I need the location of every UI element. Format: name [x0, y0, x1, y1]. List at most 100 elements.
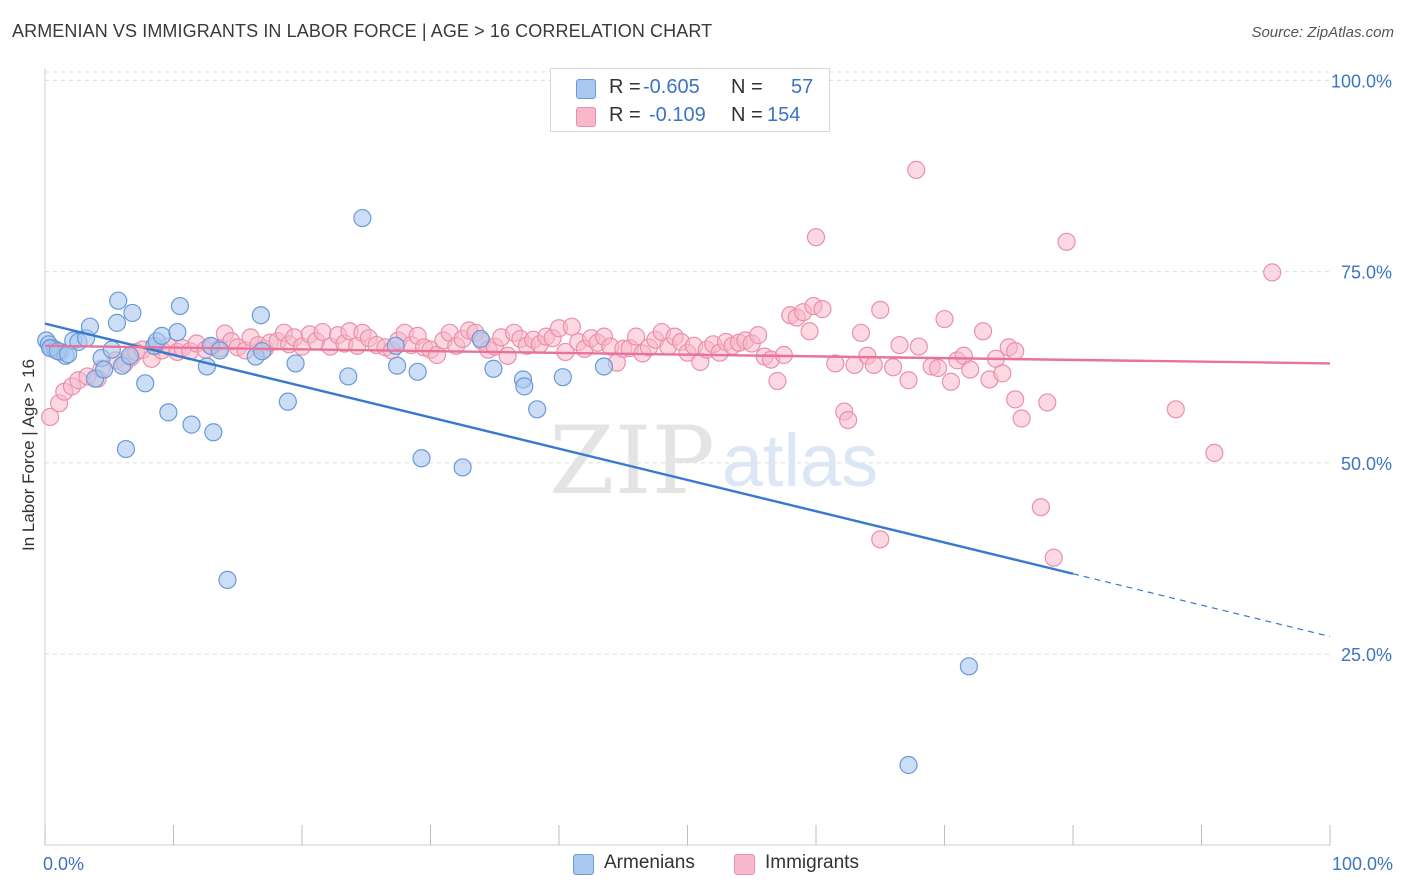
immigrants-point: [883, 358, 903, 377]
armenians-point: [484, 359, 503, 378]
immigrants-point: [41, 407, 60, 427]
armenians-r-value: -0.605: [643, 76, 700, 98]
immigrants-point: [993, 364, 1012, 383]
armenians-point: [116, 439, 136, 459]
chart-title: ARMENIAN VS IMMIGRANTS IN LABOR FORCE | …: [12, 21, 713, 41]
immigrants-point: [826, 354, 845, 373]
immigrants-point: [1057, 232, 1076, 251]
armenians-point: [210, 341, 229, 360]
armenians-point: [515, 377, 534, 396]
armenians-swatch: [576, 79, 596, 99]
armenians-points: [37, 208, 979, 775]
armenians-point: [182, 415, 201, 434]
immigrants-point: [1044, 548, 1063, 567]
y-axis-title: In Labor Force | Age > 16: [19, 359, 38, 551]
x-tick-label-max: 100.0%: [1332, 854, 1393, 874]
immigrants-point: [935, 309, 954, 329]
immigrants-n-label: N =: [731, 104, 763, 126]
immigrants-point: [800, 322, 819, 341]
gridlines: [45, 71, 1330, 655]
immigrants-legend-swatch: [734, 854, 755, 875]
trend-lines: [44, 322, 1331, 638]
immigrants-point: [562, 317, 581, 336]
armenians-point: [899, 755, 918, 775]
armenians-n-value: 57: [791, 76, 814, 98]
immigrants-point: [1006, 390, 1025, 409]
armenians-point: [123, 303, 142, 323]
armenians-point: [109, 291, 128, 310]
immigrants-point: [899, 371, 918, 390]
armenians-point: [253, 342, 272, 361]
armenians-point: [204, 423, 223, 442]
immigrants-point: [1006, 342, 1025, 361]
immigrants-point: [749, 326, 768, 345]
immigrants-point: [1012, 409, 1031, 428]
armenians-point: [120, 346, 139, 365]
immigrants-point: [813, 300, 832, 319]
armenians-trend-line: [44, 322, 1074, 575]
armenians-point: [59, 345, 78, 364]
immigrants-point: [1263, 263, 1282, 282]
watermark-atlas: atlas: [722, 419, 878, 502]
immigrants-point: [871, 530, 890, 549]
x-tick-label-min: 0.0%: [43, 854, 84, 874]
immigrants-point: [498, 346, 517, 365]
armenians-legend-label: Armenians: [604, 852, 695, 873]
legend-row-immigrants: R = -0.109 N = 154: [551, 101, 829, 131]
armenians-point: [471, 329, 490, 349]
immigrants-legend-label: Immigrants: [765, 852, 859, 873]
legend-row-armenians: R = -0.605 N = 57: [551, 73, 829, 103]
armenians-point: [528, 400, 547, 419]
armenians-point: [136, 374, 155, 393]
y-tick-label: 50.0%: [1341, 454, 1392, 474]
axes: [44, 68, 1331, 846]
immigrants-point: [806, 228, 826, 247]
armenians-point: [412, 449, 431, 468]
immigrants-trend-line: [44, 344, 1331, 365]
armenians-point: [286, 354, 305, 373]
y-tick-label: 25.0%: [1341, 645, 1392, 665]
armenians-point: [453, 458, 472, 477]
immigrants-point: [1166, 400, 1185, 419]
armenians-point: [278, 392, 297, 411]
armenians-point: [387, 356, 407, 375]
immigrants-point: [909, 337, 928, 356]
armenians-r-label: R =: [609, 76, 641, 98]
immigrants-point: [973, 322, 993, 341]
immigrants-point: [1205, 443, 1224, 463]
watermark-zip: ZIP: [549, 407, 715, 516]
armenians-legend-swatch: [573, 854, 594, 875]
armenians-point: [251, 306, 270, 325]
immigrants-point: [871, 300, 890, 319]
immigrants-point: [961, 360, 980, 379]
immigrants-point: [626, 327, 646, 346]
armenians-point: [95, 360, 114, 379]
armenians-point: [170, 296, 190, 316]
armenians-point: [168, 322, 187, 342]
y-tick-label: 75.0%: [1341, 263, 1392, 283]
armenians-point: [218, 570, 237, 589]
armenians-point: [959, 657, 979, 676]
immigrants-point: [839, 410, 858, 430]
y-tick-label: 100.0%: [1331, 71, 1392, 91]
watermark: ZIP atlas: [549, 407, 878, 516]
armenians-point: [353, 208, 372, 228]
immigrants-point: [1031, 498, 1050, 517]
armenians-point: [107, 313, 127, 332]
immigrants-point: [907, 160, 926, 179]
source-credit: Source: ZipAtlas.com: [1251, 24, 1394, 41]
immigrants-point: [890, 335, 909, 355]
immigrants-points: [41, 160, 1282, 567]
immigrants-point: [864, 355, 883, 375]
correlation-legend: R = -0.605 N = 57 R = -0.109 N = 154: [550, 68, 830, 132]
immigrants-point: [1038, 393, 1057, 412]
immigrants-swatch: [576, 107, 596, 127]
armenians-point: [594, 357, 614, 376]
series-legend: Armenians Immigrants: [0, 852, 1406, 878]
immigrants-point: [768, 371, 787, 391]
armenians-point: [553, 368, 572, 387]
immigrants-point: [851, 323, 871, 342]
immigrants-r-label: R =: [609, 104, 641, 126]
armenians-trend-extension: [1072, 573, 1331, 638]
